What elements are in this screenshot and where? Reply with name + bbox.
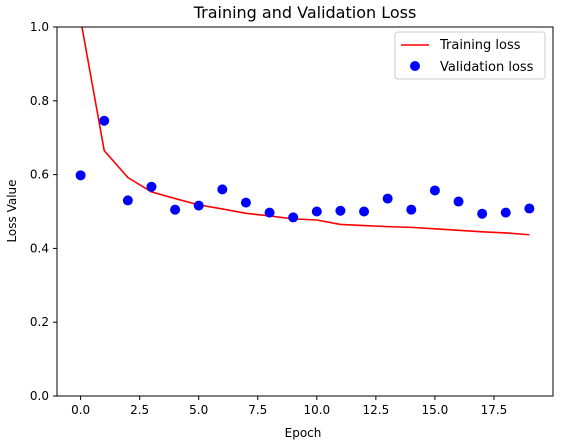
validation-loss-point (288, 212, 299, 223)
chart-title: Training and Validation Loss (193, 3, 417, 22)
legend: Training loss Validation loss (394, 31, 546, 80)
validation-loss-point (335, 205, 346, 216)
x-tick-label: 12.5 (362, 403, 389, 417)
y-axis-label: Loss Value (5, 179, 19, 242)
legend-box (394, 31, 546, 80)
validation-loss-point (477, 208, 488, 219)
x-tick-label: 2.5 (130, 403, 149, 417)
legend-training-label: Training loss (439, 38, 521, 53)
training-loss-line (81, 27, 530, 236)
validation-loss-point (170, 204, 181, 215)
x-tick-label: 17.5 (481, 403, 508, 417)
plot-area (56, 26, 554, 397)
validation-loss-point (406, 204, 417, 215)
legend-validation-label: Validation loss (440, 60, 534, 75)
axis-ticks: 0.0 2.5 5.0 7.5 10.0 12.5 15.0 17.5 0.0 0.2 0.4 0.6… (30, 20, 507, 417)
validation-loss-point (382, 193, 393, 204)
x-tick-label: 10.0 (303, 403, 330, 417)
validation-loss-point (264, 207, 275, 218)
validation-loss-point (122, 195, 133, 206)
validation-loss-point (311, 206, 322, 217)
validation-loss-point (75, 170, 86, 181)
y-tick-label: 0.0 (30, 389, 49, 403)
validation-loss-point (99, 115, 110, 126)
legend-validation-swatch (410, 61, 420, 71)
x-tick-label: 15.0 (422, 403, 449, 417)
y-tick-label: 0.6 (30, 168, 49, 182)
y-tick-label: 0.4 (30, 241, 49, 255)
validation-loss-point (193, 200, 204, 211)
x-tick-label: 0.0 (71, 403, 90, 417)
axes-frame (56, 26, 554, 397)
validation-loss-point (359, 206, 370, 217)
validation-loss-point (146, 181, 157, 192)
x-tick-label: 5.0 (189, 403, 208, 417)
validation-loss-point (240, 197, 251, 208)
validation-loss-point (429, 185, 440, 196)
validation-loss-point (524, 203, 535, 214)
y-tick-label: 0.2 (30, 315, 49, 329)
y-tick-label: 1.0 (30, 20, 49, 34)
validation-loss-point (500, 207, 511, 218)
x-tick-label: 7.5 (248, 403, 267, 417)
validation-loss-point (453, 196, 464, 207)
x-axis-label: Epoch (285, 426, 322, 440)
validation-loss-point (217, 184, 228, 195)
y-tick-label: 0.8 (30, 94, 49, 108)
